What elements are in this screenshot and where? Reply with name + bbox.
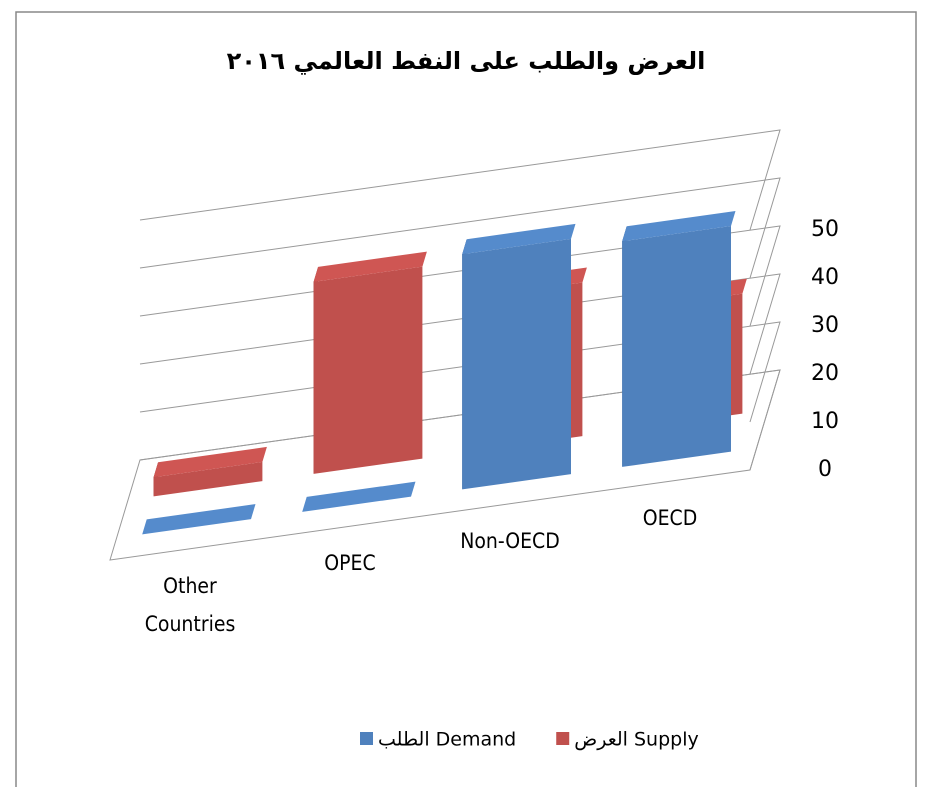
bar-front: [622, 226, 731, 467]
x-tick-label: OPEC: [324, 551, 376, 576]
y-tick-label: 10: [811, 409, 839, 434]
legend-swatch: [360, 732, 373, 745]
bar: [142, 504, 256, 535]
bar-front: [153, 461, 263, 497]
bar: [313, 251, 427, 474]
bar-top: [153, 446, 267, 478]
bar-top: [142, 504, 256, 535]
x-tick-label: Other Countries: [144, 573, 236, 636]
bar-front: [462, 238, 571, 490]
bar: [462, 223, 576, 490]
bar: [622, 211, 736, 467]
y-tick-label: 50: [811, 217, 839, 242]
grid-line: [139, 177, 781, 279]
y-tick-label: 30: [811, 313, 839, 338]
bar-top: [462, 223, 576, 255]
legend-swatch: [556, 732, 570, 745]
bar: [302, 481, 416, 512]
bar-top: [302, 481, 416, 512]
y-tick-label: 40: [811, 265, 839, 290]
x-tick-label: OECD: [642, 506, 698, 531]
grid-line: [139, 129, 781, 231]
legend-label: الطلب Demand: [378, 729, 516, 751]
x-tick-label: Non-OECD: [460, 528, 560, 553]
legend-label: العرض Supply: [574, 729, 699, 751]
chart-frame: [15, 11, 917, 787]
bar-front: [313, 266, 423, 474]
bar-top: [622, 211, 736, 242]
chart-title: العرض والطلب على النفط العالمي ٢٠١٦: [227, 47, 706, 75]
y-tick-label: 0: [818, 457, 832, 482]
y-tick-label: 20: [811, 361, 839, 386]
bar-top: [313, 251, 427, 282]
bar: [153, 446, 267, 497]
